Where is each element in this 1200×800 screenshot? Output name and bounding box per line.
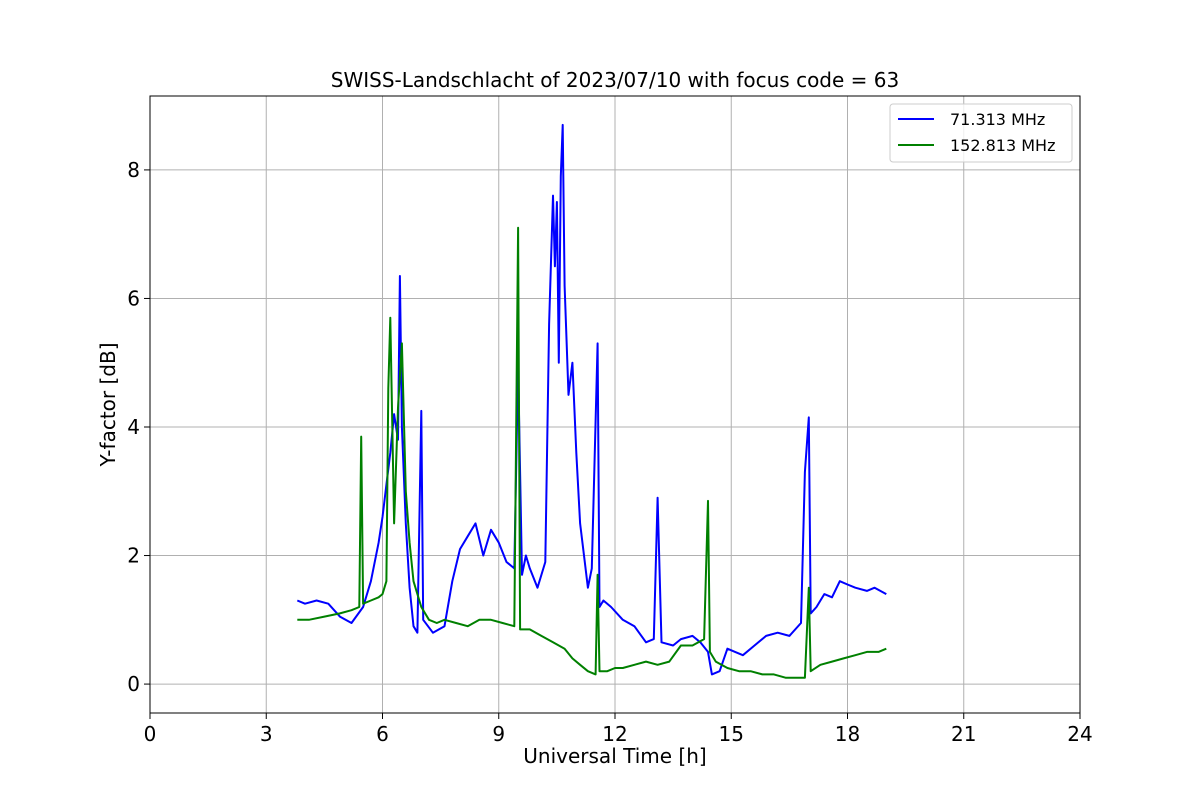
y-tick-label: 6 xyxy=(127,286,140,310)
plot-area xyxy=(296,123,887,679)
legend: 71.313 MHz 152.813 MHz xyxy=(889,103,1073,163)
x-axis: 0 3 6 9 12 15 18 21 24 xyxy=(144,713,1093,746)
x-tick-label: 15 xyxy=(719,722,744,746)
x-tick-label: 3 xyxy=(260,722,273,746)
x-tick-label: 12 xyxy=(602,722,627,746)
x-tick-label: 24 xyxy=(1067,722,1092,746)
chart-title: SWISS-Landschlacht of 2023/07/10 with fo… xyxy=(331,68,899,92)
legend-label-1: 71.313 MHz xyxy=(950,110,1045,129)
x-tick-label: 0 xyxy=(144,722,157,746)
x-tick-label: 9 xyxy=(492,722,505,746)
legend-label-2: 152.813 MHz xyxy=(950,136,1055,155)
y-tick-label: 4 xyxy=(127,415,140,439)
x-tick-label: 18 xyxy=(835,722,860,746)
series-line-1 xyxy=(296,123,887,676)
x-tick-label: 6 xyxy=(376,722,389,746)
y-tick-label: 0 xyxy=(127,672,140,696)
x-axis-label: Universal Time [h] xyxy=(523,744,706,768)
y-axis: 0 2 4 6 8 xyxy=(127,158,150,696)
y-tick-label: 8 xyxy=(127,158,140,182)
x-tick-label: 21 xyxy=(951,722,976,746)
y-tick-label: 2 xyxy=(127,544,140,568)
y-axis-label: Y-factor [dB] xyxy=(96,342,120,467)
legend-box xyxy=(889,103,1073,163)
series-line-2 xyxy=(297,226,887,679)
